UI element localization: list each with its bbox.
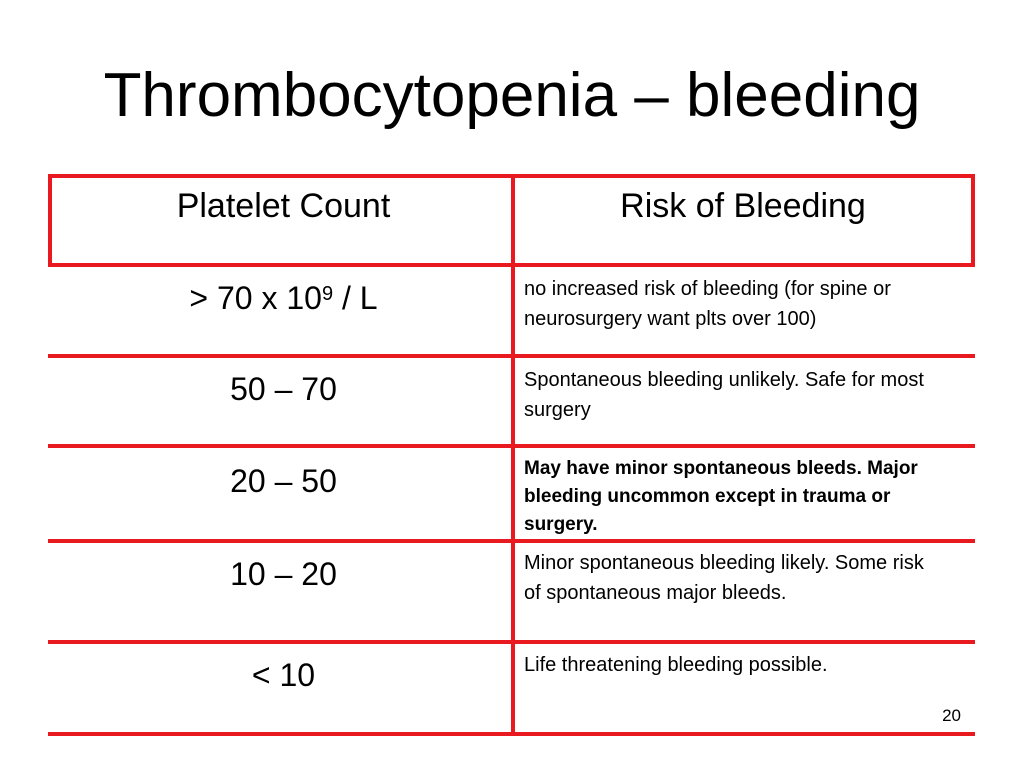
table-border-left bbox=[48, 174, 52, 267]
table-row-risk: Spontaneous bleeding unlikely. Safe for … bbox=[524, 369, 924, 421]
table-row-count: 50 – 70 bbox=[230, 371, 337, 407]
header-platelet-count: Platelet Count bbox=[176, 187, 391, 225]
table-row-count: 20 – 50 bbox=[230, 463, 337, 499]
slide-title: Thrombocytopenia – bleeding bbox=[103, 61, 921, 130]
table-row-count: < 10 bbox=[251, 657, 316, 693]
table-row-count: > 70 x 109 / L bbox=[52, 279, 515, 317]
table-row-risk: Minor spontaneous bleeding likely. Some … bbox=[524, 552, 924, 604]
header-risk-of-bleeding: Risk of Bleeding bbox=[620, 187, 866, 225]
table-border-right bbox=[971, 174, 975, 267]
table-row-risk: May have minor spontaneous bleeds. Major… bbox=[524, 458, 918, 535]
table-column-divider bbox=[511, 174, 515, 736]
count-suffix: / L bbox=[333, 280, 378, 316]
count-exponent: 9 bbox=[321, 283, 334, 305]
table-row-risk: no increased risk of bleeding (for spine… bbox=[524, 278, 891, 330]
page-number: 20 bbox=[942, 706, 961, 725]
table-row-risk: Life threatening bleeding possible. bbox=[524, 654, 828, 676]
count-prefix: > 70 x 10 bbox=[189, 280, 322, 316]
table-row-count: 10 – 20 bbox=[230, 556, 337, 592]
